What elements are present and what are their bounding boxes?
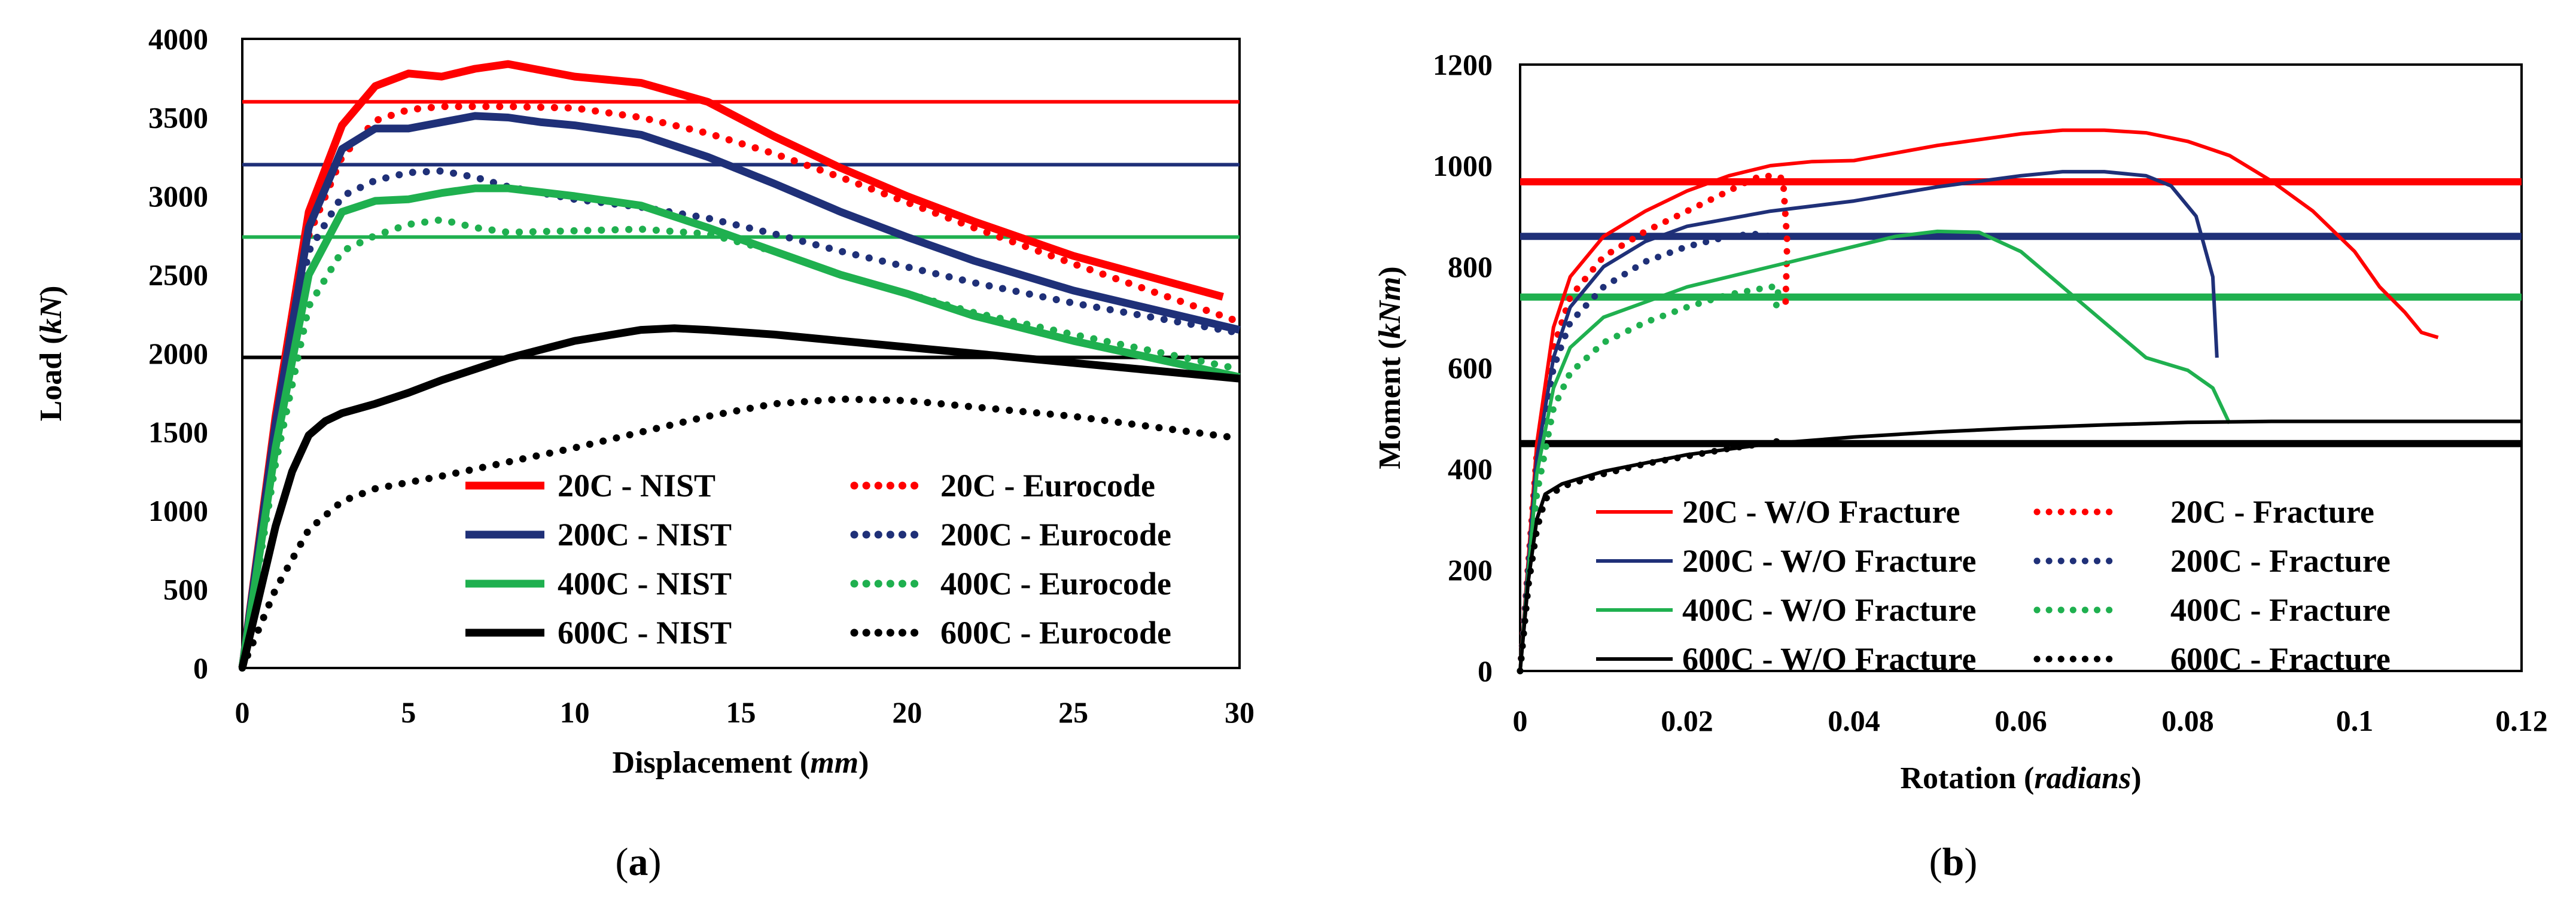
panel-b-series	[1517, 128, 2522, 675]
panel-a-caption: (a)	[616, 840, 662, 884]
panel-a-y-tick-label: 1000	[148, 494, 208, 527]
panel-a-y-tick-label: 2500	[148, 258, 208, 292]
panel-b-legend-label-400c-fracture: 400C - Fracture	[2170, 592, 2391, 628]
panel-b-y-tick-label: 1200	[1433, 48, 1493, 81]
panel-b-y-ticks: 0 200 400 600 800 1000 1200	[1433, 48, 1493, 688]
panel-a-y-tick-label: 4000	[148, 22, 208, 56]
panel-b-legend-label-400c-w-o-fracture: 400C - W/O Fracture	[1682, 592, 1976, 628]
panel-b-legend-label-600c-fracture: 600C - Fracture	[2170, 641, 2391, 677]
panel-a-legend-label-600c-eurocode: 600C - Eurocode	[940, 615, 1171, 651]
panel-b-x-tick-label: 0	[1513, 704, 1528, 737]
panel-b-y-axis-label: Moment (kNm)	[1373, 266, 1407, 469]
panel-b-x-tick-label: 0.02	[1661, 704, 1713, 737]
panel-a-y-tick-label: 3000	[148, 179, 208, 213]
panel-b-series-200c-w-o-fracture	[1518, 170, 2219, 672]
panel-b-series-400c-w-o-fracture	[1518, 229, 2231, 672]
panel-a-x-tick-label: 10	[560, 696, 590, 729]
panel-b-reference-lines	[1520, 178, 2522, 447]
panel-a-legend-label-400c-eurocode: 400C - Eurocode	[940, 566, 1171, 602]
panel-b-legend-label-200c-fracture: 200C - Fracture	[2170, 543, 2391, 579]
panel-a-y-tick-label: 3500	[148, 101, 208, 135]
panel-b-series-20c-w-o-fracture	[1518, 128, 2439, 672]
panel-b-legend-label-600c-w-o-fracture: 600C - W/O Fracture	[1682, 641, 1976, 677]
panel-a-x-tick-label: 0	[235, 696, 250, 729]
panel-a-legend-label-200c-nist: 200C - NIST	[558, 517, 732, 553]
panel-b-x-tick-label: 0.04	[1828, 704, 1880, 737]
panel-a-y-tick-label: 2000	[148, 337, 208, 370]
panel-b-series-200c-fracture	[1517, 230, 1774, 675]
panel-b-series-600c-fracture	[1517, 438, 1782, 675]
panel-a-legend-label-20c-nist: 20C - NIST	[558, 468, 715, 504]
panel-b-legend-label-20c-w-o-fracture: 20C - W/O Fracture	[1682, 494, 1960, 530]
panel-b-x-tick-label: 0.08	[2161, 704, 2214, 737]
panel-a-reference-lines	[242, 100, 1240, 359]
panel-a-x-tick-label: 20	[892, 696, 922, 729]
panel-b-x-ticks: 0 0.02 0.04 0.06 0.08 0.1 0.12	[1513, 704, 2548, 737]
panel-b-legend-label-200c-w-o-fracture: 200C - W/O Fracture	[1682, 543, 1976, 579]
panel-a-x-ticks: 0 5 10 15 20 25 30	[235, 696, 1255, 729]
panel-a-y-tick-label: 500	[163, 573, 208, 606]
panel-b-y-tick-label: 0	[1478, 654, 1493, 688]
panel-a-x-tick-label: 5	[401, 696, 416, 729]
panel-a-legend-label-600c-nist: 600C - NIST	[558, 615, 732, 651]
panel-b-y-tick-label: 1000	[1433, 149, 1493, 182]
panel-b-y-tick-label: 400	[1448, 452, 1493, 486]
panel-b-series-400c-fracture	[1517, 283, 1782, 675]
panel-a-legend: 20C - NIST 200C - NIST 400C - NIST 600C - N…	[465, 468, 1171, 651]
panel-a-x-tick-label: 15	[726, 696, 756, 729]
panel-b-legend: 20C - W/O Fracture 200C - W/O Fracture 400…	[1596, 494, 2391, 677]
panel-a-series-200c-nist	[238, 112, 1241, 669]
panel-b-y-tick-label: 800	[1448, 250, 1493, 283]
panel-a-series-400c-eurocode	[239, 216, 1243, 672]
panel-a-series-200c-eurocode	[239, 167, 1243, 672]
panel-a-series	[238, 60, 1243, 672]
panel-a-legend-label-20c-eurocode: 20C - Eurocode	[940, 468, 1155, 504]
panel-a-series-600c-eurocode	[239, 395, 1243, 672]
panel-a-x-axis-label: Displacement (mm)	[613, 746, 869, 780]
panel-b-x-tick-label: 0.12	[2495, 704, 2548, 737]
panel-a-y-tick-label: 0	[193, 651, 208, 685]
panel-a-legend-label-200c-eurocode: 200C - Eurocode	[940, 517, 1171, 553]
panel-a: 0 500 1000 1500 2000 2500 3000 3500 4000 0 5 10 15 2…	[34, 22, 1254, 884]
panel-b-series-600c-w-o-fracture	[1518, 419, 2522, 672]
panel-a-y-ticks: 0 500 1000 1500 2000 2500 3000 3500 4000	[148, 22, 208, 685]
panel-a-series-600c-nist	[238, 324, 1240, 669]
panel-b-series-20c-fracture	[1517, 172, 1791, 675]
panel-b-x-axis-label: Rotation (radians)	[1900, 761, 2141, 795]
panel-a-x-tick-label: 25	[1058, 696, 1088, 729]
panel-b-y-tick-label: 200	[1448, 553, 1493, 587]
panel-b-plot-frame	[1519, 63, 2523, 672]
panel-a-legend-label-400c-nist: 400C - NIST	[558, 566, 732, 602]
panel-b-x-tick-label: 0.06	[1995, 704, 2047, 737]
panel-a-x-tick-label: 30	[1225, 696, 1254, 729]
panel-a-y-tick-label: 1500	[148, 416, 208, 449]
panel-a-y-axis-label: Load (kN)	[34, 286, 68, 422]
panel-a-plot-frame	[241, 38, 1241, 669]
panel-b-caption: (b)	[1929, 840, 1978, 884]
panel-b-y-tick-label: 600	[1448, 351, 1493, 385]
panel-a-series-20c-nist	[238, 60, 1224, 669]
panel-b-legend-label-20c-fracture: 20C - Fracture	[2170, 494, 2374, 530]
panel-b-x-tick-label: 0.1	[2336, 704, 2374, 737]
